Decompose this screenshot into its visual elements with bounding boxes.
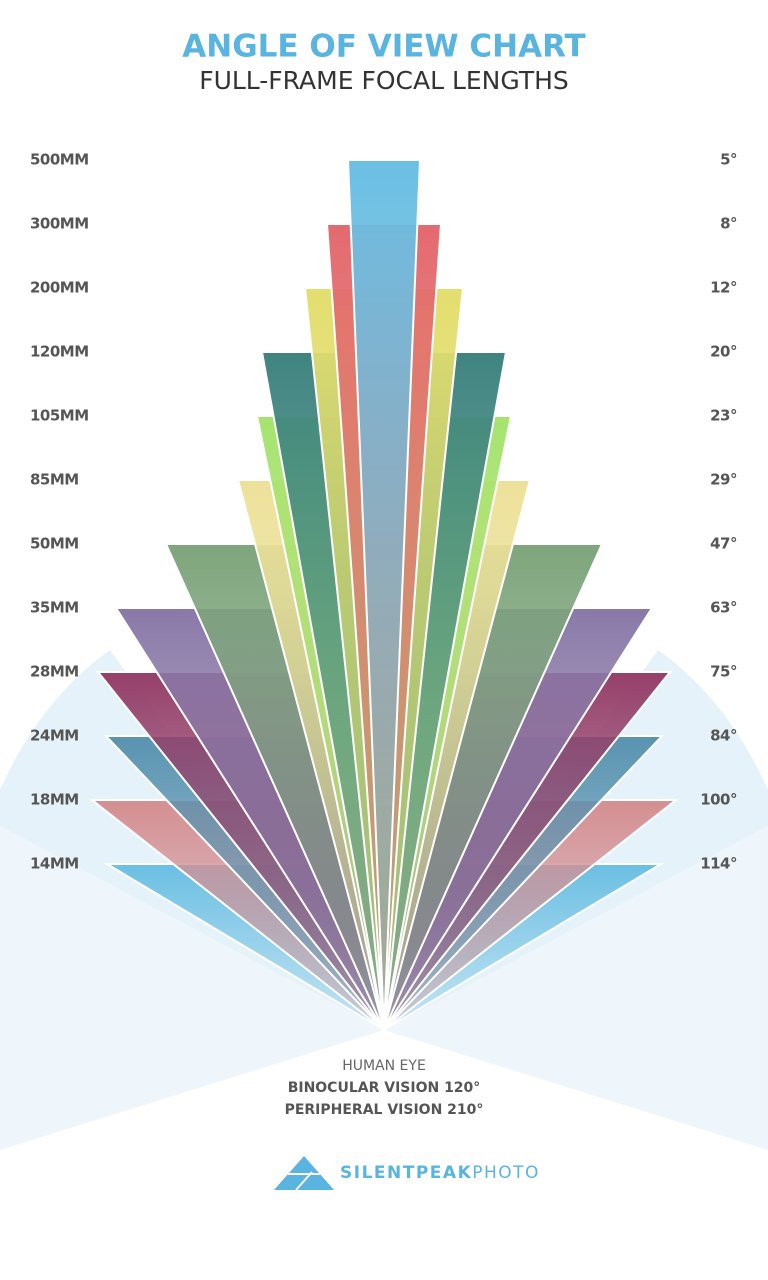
focal-label: 35MM xyxy=(30,599,79,617)
labels: 500MM 5° 300MM 8° 200MM 12° 120MM 20° 105MM 23° 85… xyxy=(30,151,738,873)
peripheral-field xyxy=(0,826,768,1150)
focal-label: 50MM xyxy=(30,535,79,553)
lens-fan xyxy=(346,159,422,1031)
angle-label: 114° xyxy=(700,855,737,873)
fans xyxy=(89,159,679,1034)
logo-brand: SILENTPEAK xyxy=(340,1163,472,1183)
logo-icon-lines xyxy=(288,1171,320,1191)
focal-label: 28MM xyxy=(30,663,79,681)
focal-label: 85MM xyxy=(30,471,79,489)
focal-label: 200MM xyxy=(30,279,89,297)
logo-text: SILENTPEAKPHOTO xyxy=(340,1163,540,1183)
angle-label: 23° xyxy=(710,407,737,425)
eye-peripheral: PERIPHERAL VISION 210° xyxy=(285,1102,484,1118)
angle-label: 100° xyxy=(700,791,737,809)
title: ANGLE OF VIEW CHART xyxy=(182,29,585,65)
subtitle: FULL-FRAME FOCAL LENGTHS xyxy=(199,66,569,95)
focal-label: 14MM xyxy=(30,855,79,873)
eye-title: HUMAN EYE xyxy=(342,1058,426,1074)
angle-label: 20° xyxy=(710,343,737,361)
logo-suffix: PHOTO xyxy=(472,1163,540,1183)
focal-label: 500MM xyxy=(30,151,89,169)
focal-label: 24MM xyxy=(30,727,79,745)
angle-label: 12° xyxy=(710,279,737,297)
focal-label: 300MM xyxy=(30,215,89,233)
focal-label: 120MM xyxy=(30,343,89,361)
angle-label: 8° xyxy=(720,215,737,233)
angle-label: 75° xyxy=(710,663,737,681)
angle-label: 47° xyxy=(710,535,737,553)
angle-label: 29° xyxy=(710,471,737,489)
eye-binocular: BINOCULAR VISION 120° xyxy=(288,1080,481,1096)
angle-label: 84° xyxy=(710,727,737,745)
angle-label: 63° xyxy=(710,599,737,617)
focal-label: 105MM xyxy=(30,407,89,425)
focal-label: 18MM xyxy=(30,791,79,809)
angle-label: 5° xyxy=(720,151,737,169)
logo: SILENTPEAKPHOTO xyxy=(274,1156,540,1191)
